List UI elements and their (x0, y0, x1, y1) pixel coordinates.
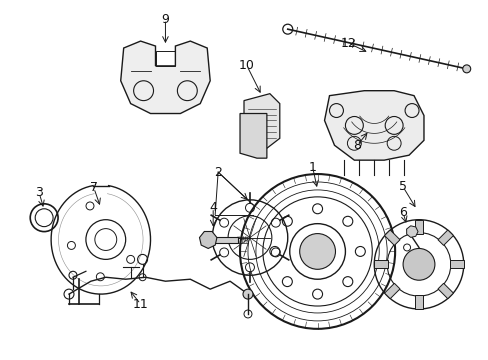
Text: 1: 1 (308, 161, 316, 174)
Polygon shape (449, 260, 463, 268)
Circle shape (462, 65, 470, 73)
Polygon shape (437, 283, 452, 299)
Text: 9: 9 (161, 13, 169, 26)
Polygon shape (199, 231, 217, 248)
Circle shape (402, 248, 434, 280)
Polygon shape (121, 41, 210, 113)
Text: 5: 5 (398, 180, 407, 193)
Circle shape (299, 234, 335, 269)
Text: 2: 2 (214, 166, 222, 179)
Polygon shape (414, 220, 422, 234)
Bar (208, 237, 238, 243)
Polygon shape (244, 94, 279, 148)
Text: 3: 3 (35, 186, 43, 199)
Circle shape (243, 289, 252, 299)
Polygon shape (240, 113, 266, 158)
Text: 7: 7 (90, 181, 98, 194)
Text: 12: 12 (340, 37, 356, 50)
Text: 6: 6 (398, 206, 406, 219)
Text: 10: 10 (239, 59, 254, 72)
Text: 4: 4 (209, 201, 217, 214)
Polygon shape (384, 283, 399, 299)
Bar (155, 51, 175, 66)
Polygon shape (437, 230, 452, 246)
Polygon shape (324, 91, 423, 160)
Polygon shape (406, 226, 417, 237)
Polygon shape (373, 260, 387, 268)
Text: 11: 11 (132, 297, 148, 311)
Polygon shape (414, 295, 422, 309)
Text: 8: 8 (353, 139, 361, 152)
Polygon shape (384, 230, 399, 246)
